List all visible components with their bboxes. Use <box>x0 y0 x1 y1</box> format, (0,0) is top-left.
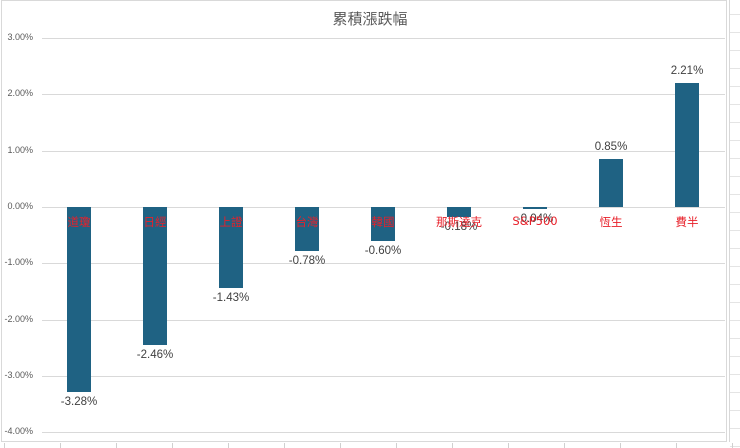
spreadsheet-row-divider <box>730 230 740 231</box>
y-tick-label: 2.00% <box>7 88 33 98</box>
spreadsheet-column-divider <box>228 443 229 448</box>
bar[interactable] <box>67 207 91 392</box>
spreadsheet-row-divider <box>730 248 740 249</box>
spreadsheet-column-divider <box>676 443 677 448</box>
spreadsheet-row-divider <box>730 122 740 123</box>
spreadsheet-column-divider <box>172 443 173 448</box>
spreadsheet-row-divider <box>730 302 740 303</box>
y-tick-label: 0.00% <box>7 201 33 211</box>
data-label: -0.60% <box>364 244 402 257</box>
spreadsheet-row-divider <box>730 320 740 321</box>
spreadsheet-row-divider <box>730 410 740 411</box>
spreadsheet-row-divider <box>730 356 740 357</box>
spreadsheet-column-divider <box>564 443 565 448</box>
spreadsheet-column-divider <box>4 443 5 448</box>
category-label: 上證 <box>219 215 243 229</box>
gridline <box>42 94 725 95</box>
spreadsheet-column-divider <box>452 443 453 448</box>
spreadsheet-row-divider <box>730 374 740 375</box>
spreadsheet-column-divider <box>732 443 733 448</box>
spreadsheet-bottom-row <box>0 442 740 448</box>
bar[interactable] <box>219 207 243 288</box>
chart-area[interactable] <box>1 0 727 442</box>
spreadsheet-row-divider <box>730 338 740 339</box>
data-label: -0.04% <box>516 213 554 226</box>
spreadsheet-row-divider <box>730 50 740 51</box>
bar[interactable] <box>371 207 395 241</box>
category-label: 道瓊 <box>67 215 91 229</box>
data-label: -2.46% <box>136 349 174 362</box>
data-label: -0.18% <box>440 221 478 234</box>
y-tick-label: 1.00% <box>7 145 33 155</box>
spreadsheet-row-divider <box>730 428 740 429</box>
spreadsheet-row-divider <box>730 392 740 393</box>
spreadsheet-row-divider <box>730 32 740 33</box>
spreadsheet-row-divider <box>730 194 740 195</box>
category-label: 日經 <box>143 215 167 229</box>
gridline <box>42 38 725 39</box>
data-label: 2.21% <box>670 64 704 77</box>
gridline <box>42 263 725 264</box>
category-label: 那斯達克 <box>436 215 482 229</box>
spreadsheet-column-divider <box>620 443 621 448</box>
gridline <box>42 376 725 377</box>
spreadsheet-column-divider <box>508 443 509 448</box>
bar[interactable] <box>523 207 547 210</box>
spreadsheet-column-divider <box>340 443 341 448</box>
category-label: 台灣 <box>295 215 319 229</box>
spreadsheet-row-divider <box>730 86 740 87</box>
data-label: -1.43% <box>212 291 250 304</box>
spreadsheet-column-divider <box>396 443 397 448</box>
y-tick-label: -1.00% <box>4 257 33 267</box>
category-label: 恆生 <box>599 215 623 229</box>
category-label: S&P500 <box>512 214 558 228</box>
category-label: 韓國 <box>371 215 395 229</box>
bar[interactable] <box>143 207 167 346</box>
spreadsheet-row-divider <box>730 158 740 159</box>
gridline <box>42 151 725 152</box>
spreadsheet-column-divider <box>116 443 117 448</box>
bar[interactable] <box>675 82 699 207</box>
spreadsheet-column-edge <box>729 0 740 448</box>
data-label: -3.28% <box>60 395 98 408</box>
chart-title: 累積漲跌幅 <box>332 10 408 28</box>
spreadsheet-row-divider <box>730 104 740 105</box>
y-tick-label: -4.00% <box>4 426 33 436</box>
spreadsheet-row-divider <box>730 212 740 213</box>
spreadsheet-row-divider <box>730 140 740 141</box>
category-label: 費半 <box>675 215 699 229</box>
data-label: -0.78% <box>288 254 326 267</box>
spreadsheet-row-divider <box>730 266 740 267</box>
data-label: 0.85% <box>594 141 628 154</box>
y-tick-label: 3.00% <box>7 32 33 42</box>
spreadsheet-column-divider <box>284 443 285 448</box>
spreadsheet-row-divider <box>730 284 740 285</box>
bar[interactable] <box>447 207 471 218</box>
y-tick-label: -3.00% <box>4 370 33 380</box>
spreadsheet-row-divider <box>730 446 740 447</box>
spreadsheet-row-divider <box>730 68 740 69</box>
bar[interactable] <box>599 159 623 207</box>
spreadsheet-column-divider <box>60 443 61 448</box>
spreadsheet-row-divider <box>730 176 740 177</box>
spreadsheet-row-divider <box>730 14 740 15</box>
y-tick-label: -2.00% <box>4 314 33 324</box>
gridline <box>42 432 725 433</box>
gridline <box>42 320 725 321</box>
bar[interactable] <box>295 207 319 251</box>
